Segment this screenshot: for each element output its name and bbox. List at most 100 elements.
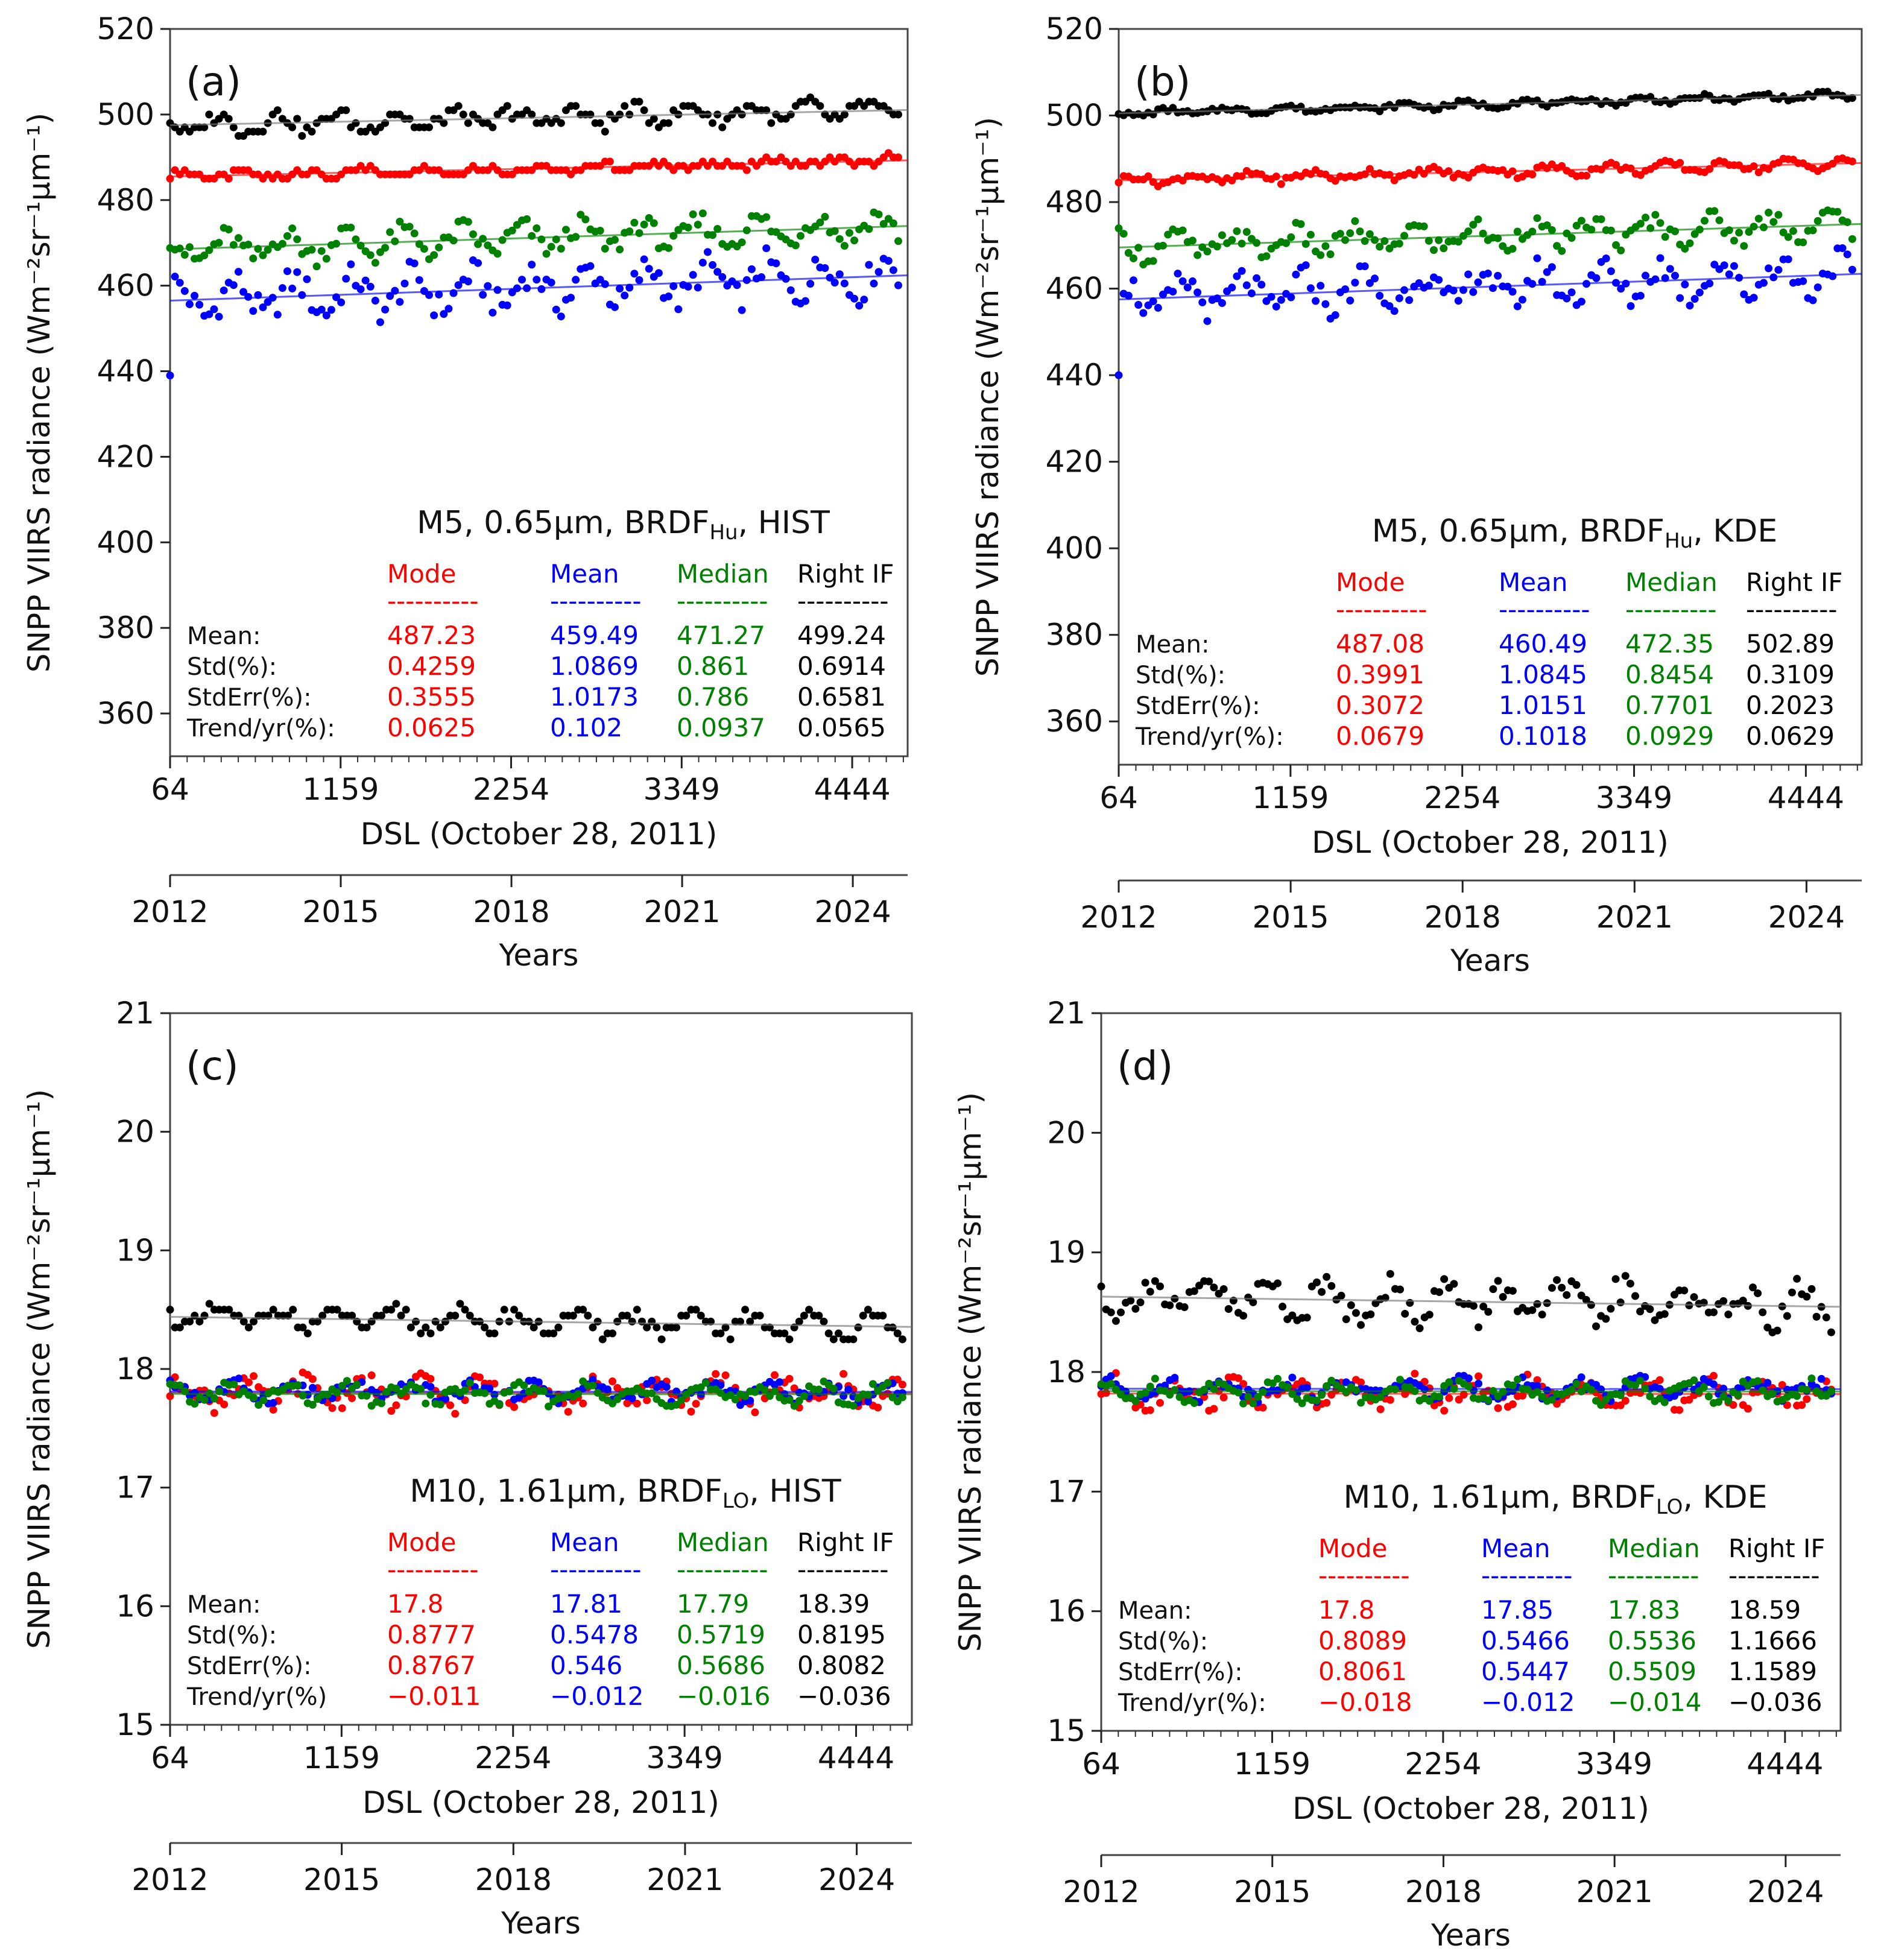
- data-point-right-if: [464, 119, 472, 127]
- data-point-right-if: [894, 110, 903, 119]
- data-point-median: [1587, 1385, 1595, 1394]
- data-point-median: [1306, 230, 1315, 239]
- data-point-mean: [801, 297, 810, 305]
- stats-header-mode: Mode: [387, 559, 456, 589]
- data-point-mean: [1676, 294, 1684, 302]
- stats-value: 0.8767: [387, 1651, 476, 1680]
- data-point-median: [1793, 1392, 1801, 1400]
- data-point-median: [800, 1392, 808, 1400]
- data-point-mean: [698, 259, 707, 267]
- data-point-mean: [1183, 283, 1192, 292]
- stats-value: 0.3991: [1336, 660, 1424, 689]
- data-point-median: [386, 228, 394, 236]
- data-point-median: [464, 218, 472, 226]
- data-point-median: [1558, 247, 1566, 255]
- data-point-median: [1129, 254, 1137, 262]
- data-point-mean: [601, 280, 609, 288]
- data-point-median: [1690, 230, 1699, 238]
- data-point-median: [1636, 220, 1645, 228]
- data-point-right-if: [1803, 1292, 1811, 1301]
- data-point-mean: [1464, 270, 1473, 279]
- data-point-median: [816, 218, 824, 227]
- data-point-right-if: [1499, 1292, 1507, 1301]
- data-point-mode: [1508, 1400, 1517, 1408]
- data-point-right-if: [554, 1323, 563, 1332]
- data-point-right-if: [623, 1312, 631, 1320]
- data-point-right-if: [1155, 1282, 1164, 1291]
- data-point-mode: [721, 1371, 730, 1379]
- y-tick-label: 15: [116, 1707, 154, 1742]
- data-point-median: [299, 1391, 307, 1400]
- data-point-mean: [317, 305, 326, 314]
- data-point-mean: [865, 261, 873, 269]
- data-point-mean: [342, 274, 350, 283]
- stats-header-dashes: ----------: [1318, 1561, 1410, 1590]
- data-point-right-if: [503, 102, 511, 110]
- data-point-median: [312, 262, 321, 271]
- scatter-layer: [1114, 87, 1862, 379]
- data-point-median: [1813, 217, 1822, 225]
- data-point-mean: [589, 1376, 597, 1384]
- data-point-mean: [410, 259, 419, 268]
- y-tick-label: 15: [1047, 1713, 1086, 1748]
- year-tick-label: 2012: [131, 894, 208, 929]
- data-point-mean: [630, 270, 639, 278]
- data-point-mean: [889, 266, 897, 274]
- stats-row-label: StdErr(%):: [1118, 1658, 1243, 1686]
- data-point-mean: [1395, 294, 1403, 303]
- data-point-mean: [1257, 280, 1266, 289]
- data-point-median: [613, 1395, 622, 1403]
- data-point-right-if: [1131, 1304, 1140, 1313]
- data-point-right-if: [709, 119, 717, 127]
- data-point-mean: [689, 271, 697, 279]
- data-point-median: [1567, 233, 1576, 242]
- data-point-right-if: [584, 1312, 592, 1320]
- stats-value: 17.85: [1481, 1595, 1554, 1625]
- data-point-right-if: [417, 1329, 425, 1338]
- data-point-right-if: [1116, 1308, 1125, 1317]
- data-point-right-if: [1538, 1310, 1546, 1319]
- data-point-mean: [1405, 296, 1414, 305]
- data-point-right-if: [1651, 1316, 1659, 1324]
- data-point-right-if: [195, 1317, 204, 1326]
- y-tick-label: 17: [1047, 1474, 1086, 1509]
- data-point-mode: [224, 174, 233, 183]
- data-point-median: [762, 213, 771, 221]
- data-point-right-if: [1169, 104, 1177, 112]
- data-point-right-if: [633, 1306, 641, 1314]
- data-point-right-if: [244, 1323, 253, 1332]
- stats-value: 0.102: [550, 713, 622, 742]
- data-point-right-if: [288, 123, 297, 131]
- y-tick-label: 17: [116, 1470, 154, 1505]
- data-point-median: [362, 1391, 371, 1400]
- data-point-median: [1514, 1375, 1522, 1383]
- data-point-median: [1326, 250, 1335, 259]
- stats-header-dashes: ----------: [1481, 1561, 1573, 1590]
- data-point-mean: [337, 298, 346, 306]
- x-tick-label: 4444: [814, 772, 890, 807]
- stats-value: 0.3109: [1746, 660, 1835, 689]
- data-point-right-if: [510, 1306, 519, 1314]
- data-point-median: [1297, 220, 1305, 229]
- stats-header-dashes: ----------: [1336, 595, 1427, 624]
- data-point-mean: [1651, 275, 1660, 283]
- data-point-median: [1445, 1378, 1453, 1386]
- stats-value: 18.59: [1728, 1595, 1801, 1625]
- scatter-layer: [166, 1300, 912, 1418]
- data-point-right-if: [1180, 1303, 1189, 1311]
- y-axis-title: SNPP VIIRS radiance (Wm⁻²sr⁻¹μm⁻¹): [22, 1089, 57, 1649]
- data-point-median: [1484, 1396, 1493, 1405]
- year-tick-label: 2024: [1768, 900, 1845, 935]
- data-point-mean: [1695, 288, 1704, 297]
- year-tick-label: 2024: [1747, 1874, 1824, 1909]
- data-point-right-if: [829, 1335, 838, 1344]
- data-point-mean: [1288, 1373, 1297, 1382]
- data-point-mode: [839, 1370, 848, 1378]
- data-point-mean: [1193, 288, 1202, 297]
- data-point-median: [1656, 219, 1664, 227]
- data-point-mean: [1636, 291, 1645, 300]
- data-point-right-if: [333, 1306, 341, 1314]
- stats-title: M10, 1.61μm, BRDFLO, HIST: [409, 1473, 841, 1513]
- data-point-mode: [220, 1400, 229, 1409]
